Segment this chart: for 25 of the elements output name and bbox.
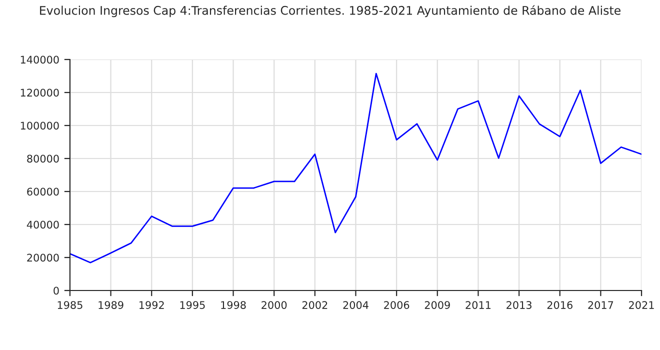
- y-tick-label: 40000: [26, 220, 59, 229]
- x-tick-label: 1989: [98, 301, 124, 309]
- x-tick-label: 1985: [58, 301, 82, 309]
- x-tick-label: 2013: [506, 301, 532, 309]
- x-tick-label: 1995: [180, 301, 205, 309]
- y-tick-label: 100000: [20, 122, 59, 130]
- x-tick-label: 2002: [302, 301, 328, 309]
- y-tick-label: 60000: [27, 188, 59, 196]
- line-series: [70, 72, 642, 264]
- y-tick-label: 20000: [27, 254, 59, 262]
- x-tick-label: 1992: [140, 301, 164, 309]
- x-tick-label: 2016: [547, 301, 572, 309]
- x-tick-label: 2000: [262, 301, 287, 309]
- chart-title: Evolucion Ingresos Cap 4:Transferencias Corrientes. 1985-2021 Ayuntamiento de Rábano de Aliste: [40, 5, 620, 18]
- x-tick-label: 2009: [424, 301, 450, 309]
- x-tick-label: 2004: [343, 301, 368, 309]
- x-tick-label: 1998: [221, 301, 246, 309]
- y-tick-label: 80000: [27, 154, 59, 163]
- x-tick-label: 2017: [588, 301, 614, 309]
- y-tick-label: 140000: [20, 56, 59, 64]
- x-tick-label: 2021: [629, 301, 654, 309]
- y-tick-label: 120000: [20, 88, 59, 97]
- y-tick-label: 0: [54, 286, 59, 295]
- x-tick-label: 2006: [384, 301, 410, 309]
- x-tick-label: 2011: [466, 301, 491, 309]
